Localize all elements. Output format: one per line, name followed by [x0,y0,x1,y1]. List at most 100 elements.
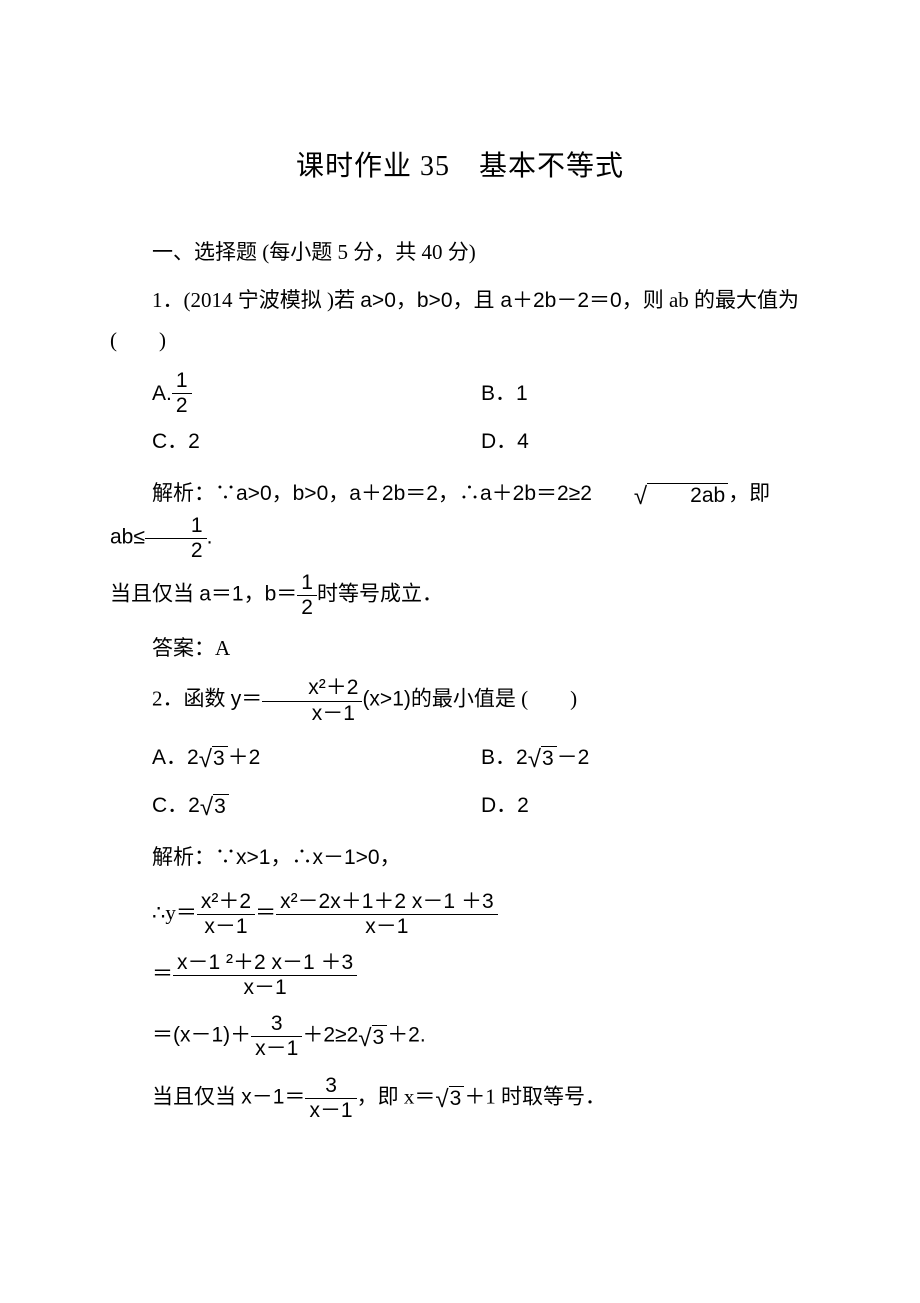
q2-sol-l4-pre: ＝(x－1)＋ [152,1024,251,1047]
radical-icon: √ [435,1088,448,1112]
q2-sol-l2-pre: ∴y＝ [152,900,197,924]
page-root: 课时作业 35 基本不等式 一、选择题 (每小题 5 分，共 40 分) 1．(… [0,0,920,1303]
q2-sol-l5-lhs: x－1＝ [241,1085,305,1108]
q2-sol-l2-eq: ＝ [255,901,276,924]
q1-sol-sqrt: √2ab [592,483,728,507]
q2-optA-pre: A．2 [152,738,199,778]
q2-sol-l3-eq: ＝ [152,962,173,985]
q1-sol-l2-post: 时等号成立． [317,582,443,606]
q2-sol-l4-num: 3 [251,1012,302,1037]
q2-sol-l4-sqrt: √3 [358,1025,387,1049]
q1-options: A. 1 2 B．1 C．2 D．4 [110,369,810,466]
q2-optB: B．2√3－2 [481,734,810,782]
q2-sol-l5-sqrt: √3 [435,1086,464,1110]
q1-cond: a>0，b>0，且 a＋2b－2＝0 [360,289,621,312]
q2-frac-num: x²＋2 [262,676,362,701]
q2-stem: 2．函数 y＝x²＋2x－1(x>1)的最小值是 ( ) [110,676,810,725]
q2-sol-l3-den: x－1 [173,976,357,1000]
page-title: 课时作业 35 基本不等式 [110,140,810,193]
q1-optC: C．2 [152,418,481,466]
radical-icon: √ [528,748,541,772]
q2-optC-sqrt: √3 [200,794,229,818]
q2-sol-l5: 当且仅当 x－1＝3x－1，即 x＝√3＋1 时取等号． [110,1074,810,1123]
q1-solution-line1: 解析：∵a>0，b>0，a＋2b＝2，∴a＋2b＝2≥2√2ab，即 ab≤12… [110,474,810,563]
q2-optC-pre: C．2 [152,786,200,826]
q2-sol-l4-post: ＋2. [387,1024,426,1047]
q1-sol-mid2: ，即 [728,481,770,505]
q2-sol-l1: 解析：∵x>1，∴x－1>0， [110,838,810,878]
q1-sol-period: . [207,525,213,548]
q1-sol-half: 12 [145,514,207,563]
radical-icon: √ [200,796,213,820]
q1-sol-half-den: 2 [145,539,207,563]
q1-optA-label: A. [152,374,172,414]
q2-sol-l1-text: 解析：∵x>1，∴x－1>0， [152,845,401,869]
q1-sol-l2-a: a＝1，b＝ [199,583,297,606]
q2-optB-sqrt: √3 [528,746,557,770]
q2-sol-l3-num: x－1 ²＋2 x－1 ＋3 [173,951,357,976]
q2-sol-l5-pre: 当且仅当 [152,1084,241,1108]
q2-cond: (x>1) [362,688,410,711]
q2-sol-l2-f1-num: x²＋2 [197,890,255,915]
q2-sol-l5-mid: ，即 x＝ [357,1084,436,1108]
q1-optA: A. 1 2 [152,369,481,418]
q2-sol-l3-frac: x－1 ²＋2 x－1 ＋3x－1 [173,951,357,1000]
q2-frac: x²＋2x－1 [262,676,362,725]
q1-sol-half-num: 1 [145,514,207,539]
q2-sol-l4-frac: 3x－1 [251,1012,302,1061]
q1-optA-den: 2 [172,394,192,418]
q2-sol-l4: ＝(x－1)＋3x－1＋2≥2√3＋2. [110,1012,810,1061]
q2-optA-post: ＋2 [228,738,261,778]
radical-icon: √ [592,485,647,509]
q1-sol-ab: ab≤ [110,525,145,548]
q1-sol-ineq-lhs: a＋2b＝2≥2 [480,482,592,505]
q2-optA-sqrt: √3 [199,746,228,770]
q2-sol-l2-f2-den: x－1 [276,915,498,939]
q2-sol-l5-sqrt-val: 3 [449,1086,465,1110]
q2-sol-l5-den: x－1 [305,1099,356,1123]
q1-solution-line2: 当且仅当 a＝1，b＝12时等号成立． [110,571,810,620]
q1-sol-l2-den: 2 [297,596,317,620]
q1-stem-pre: 1．(2014 宁波模拟 )若 [152,288,360,312]
q2-optB-post: －2 [557,738,590,778]
q2-sol-l4-sqrt-val: 3 [372,1025,388,1049]
q2-optB-sqrt-val: 3 [541,746,557,770]
q1-sol-pre: 解析：∵ [152,481,236,505]
q2-sol-l5-num: 3 [305,1074,356,1099]
q2-sol-l5-frac: 3x－1 [305,1074,356,1123]
q1-optA-frac: 1 2 [172,369,192,418]
q2-options: A．2√3＋2 B．2√3－2 C．2√3 D．2 [110,734,810,830]
q2-optD: D．2 [481,782,810,830]
q1-sol-sqrt-val: 2ab [647,483,728,507]
q2-optA: A．2√3＋2 [152,734,481,782]
q1-sol-cond: a>0，b>0，a＋2b＝2 [236,482,438,505]
q1-answer: 答案：A [110,629,810,669]
q2-stem-post: 的最小值是 ( ) [411,687,577,711]
radical-icon: √ [199,748,212,772]
q2-yeq: y＝ [231,688,263,711]
q2-optC-sqrt-val: 3 [213,794,229,818]
radical-icon: √ [358,1027,371,1051]
q1-sol-l2-num: 1 [297,571,317,596]
q2-sol-l2: ∴y＝x²＋2x－1＝x²－2x＋1＋2 x－1 ＋3x－1 [110,890,810,939]
section-header: 一、选择题 (每小题 5 分，共 40 分) [110,233,810,273]
q2-optA-sqrt-val: 3 [212,746,228,770]
q1-sol-mid1: ，∴ [438,481,480,505]
q2-sol-l3: ＝x－1 ²＋2 x－1 ＋3x－1 [110,951,810,1000]
q2-sol-l5-post: ＋1 时取等号． [464,1084,606,1108]
q2-sol-l2-f2: x²－2x＋1＋2 x－1 ＋3x－1 [276,890,498,939]
q1-stem: 1．(2014 宁波模拟 )若 a>0，b>0，且 a＋2b－2＝0，则 ab … [110,281,810,361]
q2-optB-pre: B．2 [481,738,528,778]
q2-sol-l4-mid: ＋2≥2 [302,1024,358,1047]
q2-sol-l2-f1: x²＋2x－1 [197,890,255,939]
q2-sol-l4-den: x－1 [251,1037,302,1061]
q2-frac-den: x－1 [262,702,362,726]
q1-optA-num: 1 [172,369,192,394]
q2-sol-l2-f2-num: x²－2x＋1＋2 x－1 ＋3 [276,890,498,915]
q2-sol-l2-f1-den: x－1 [197,915,255,939]
q2-optC: C．2√3 [152,782,481,830]
q1-sol-l2-pre: 当且仅当 [110,582,199,606]
q2-stem-pre: 2．函数 [152,687,231,711]
q1-optB: B．1 [481,369,810,418]
q1-optD: D．4 [481,418,810,466]
